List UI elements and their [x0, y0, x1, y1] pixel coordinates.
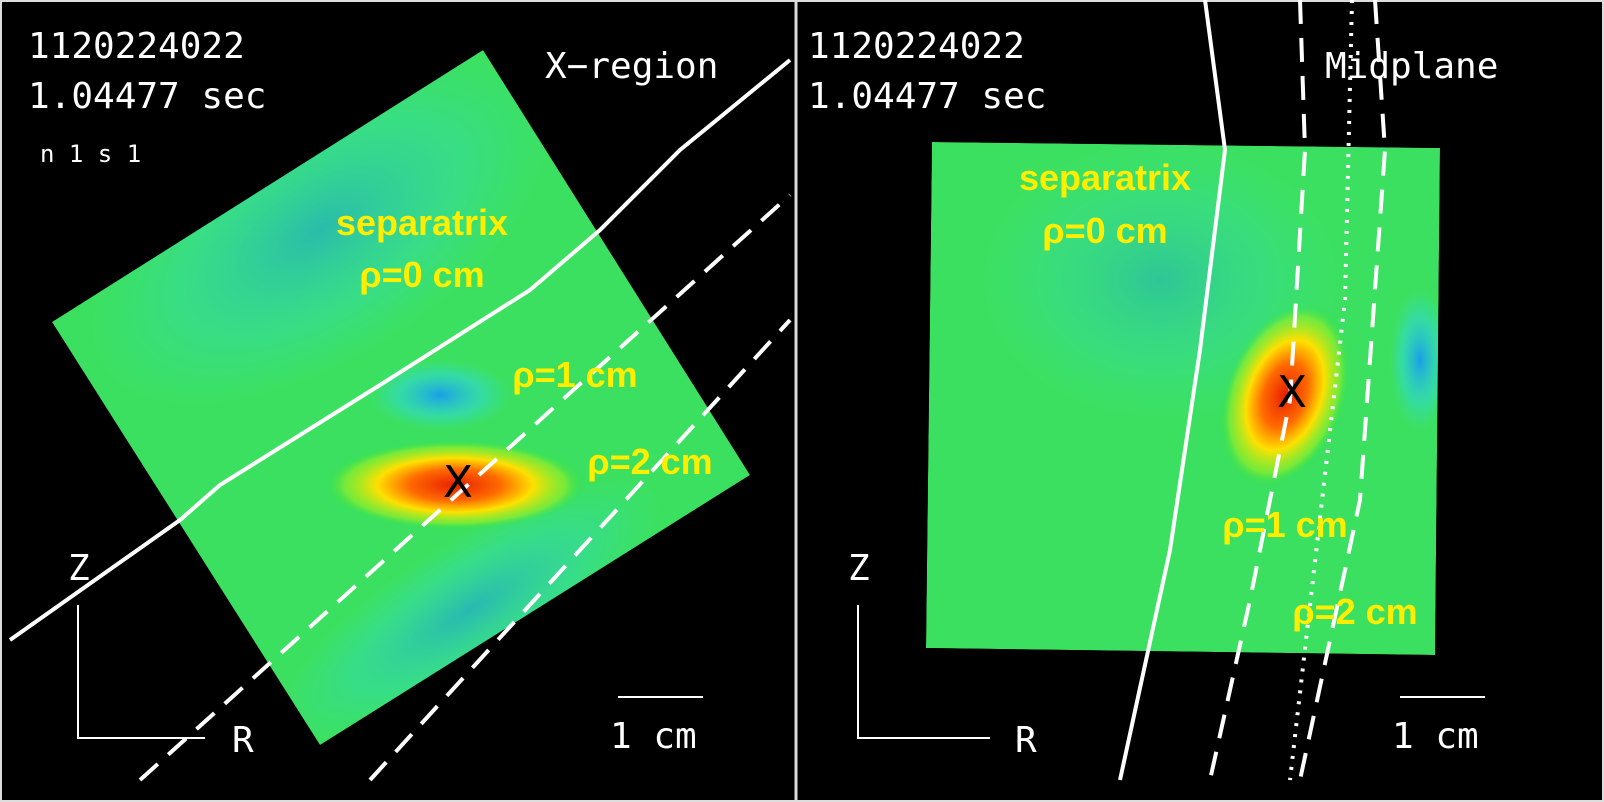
left-image — [52, 50, 750, 745]
flux-line — [1298, 0, 1388, 781]
axes — [857, 605, 990, 739]
flux-line — [1208, 0, 1308, 781]
flux-line — [138, 193, 792, 782]
view: X−region — [545, 46, 718, 87]
time: 1.04477 sec — [808, 76, 1046, 117]
right-image — [926, 142, 1440, 655]
marker: X — [1277, 367, 1307, 418]
shot: 1120224022 — [28, 26, 245, 67]
flux-line — [368, 318, 792, 782]
scale-label: 1 cm — [1392, 716, 1479, 757]
scale-label: 1 cm — [610, 716, 697, 757]
marker: X — [443, 457, 473, 508]
flux-line — [1288, 0, 1354, 781]
time: 1.04477 sec — [28, 76, 266, 117]
shot: 1120224022 — [808, 26, 1025, 67]
right-panel: 1120224022 1.04477 sec Midplane separatr… — [808, 26, 1498, 761]
view: Midplane — [1325, 46, 1498, 87]
label: ρ=0 cm — [1042, 210, 1167, 251]
axis-r: R — [232, 720, 254, 761]
label: separatrix — [1019, 157, 1191, 198]
label: ρ=1 cm — [1222, 504, 1347, 545]
separatrix-line — [1118, 0, 1228, 781]
axis-r: R — [1015, 720, 1037, 761]
label: ρ=2 cm — [587, 441, 712, 482]
label: ρ=1 cm — [512, 354, 637, 395]
axis-z: Z — [68, 548, 90, 589]
label: separatrix — [336, 202, 508, 243]
axes — [77, 605, 205, 739]
left-panel: 1120224022 1.04477 sec n 1 s 1 X−region … — [28, 26, 718, 761]
separatrix-line — [8, 58, 792, 642]
axis-z: Z — [848, 548, 870, 589]
label: ρ=2 cm — [1292, 591, 1417, 632]
frame: n 1 s 1 — [40, 140, 141, 168]
label: ρ=0 cm — [359, 254, 484, 295]
